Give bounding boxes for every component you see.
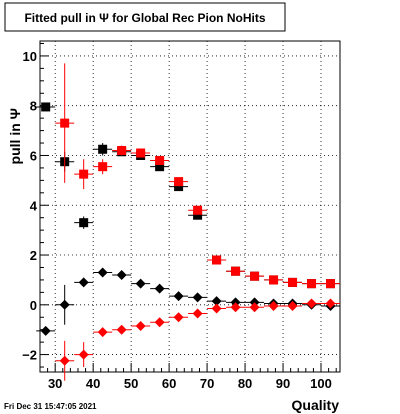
data-point-diamond (135, 278, 146, 289)
data-point-square (79, 218, 89, 228)
x-tick-label: 60 (162, 376, 176, 391)
data-point-diamond (78, 349, 89, 360)
data-point-square (250, 271, 260, 281)
series-1 (55, 63, 340, 289)
y-tick-label: −2 (22, 348, 37, 363)
data-point-square (60, 118, 70, 128)
data-point-diamond (230, 302, 241, 313)
data-point-square (136, 148, 146, 158)
data-point-square (193, 210, 203, 220)
data-point-diamond (59, 355, 70, 366)
x-tick-label: 100 (310, 376, 332, 391)
data-point-square (117, 146, 127, 156)
data-point-diamond (40, 325, 51, 336)
data-point-diamond (116, 324, 127, 335)
data-point-square (212, 255, 222, 265)
x-tick-label: 40 (86, 376, 100, 391)
data-point-diamond (211, 303, 222, 314)
data-point-square (98, 162, 108, 172)
axis-ticks (39, 42, 337, 372)
data-point-diamond (249, 302, 260, 313)
data-point-diamond (78, 277, 89, 288)
series-0 (36, 102, 340, 289)
data-point-square (231, 266, 241, 276)
y-tick-label: 6 (30, 148, 37, 163)
data-point-diamond (325, 298, 336, 309)
data-point-square (288, 277, 298, 287)
data-point-square (41, 102, 51, 112)
data-point-diamond (192, 308, 203, 319)
y-axis-label: pull in Ψ (7, 108, 23, 164)
data-point-square (155, 162, 165, 172)
x-tick-label: 80 (238, 376, 252, 391)
data-point-square (79, 169, 89, 179)
data-point-diamond (173, 291, 184, 302)
data-point-diamond (173, 312, 184, 323)
data-point-diamond (192, 292, 203, 303)
data-point-diamond (116, 269, 127, 280)
data-point-square (155, 155, 165, 165)
data-point-square (98, 144, 108, 154)
y-tick-label: 4 (30, 198, 38, 213)
timestamp: Fri Dec 31 15:47:05 2021 (4, 402, 97, 411)
data-point-square (193, 205, 203, 215)
data-point-square (174, 182, 184, 192)
y-tick-label: 10 (23, 49, 37, 64)
data-point-diamond (306, 298, 317, 309)
data-point-diamond (59, 299, 70, 310)
chart-title: Fitted pull in Ψ for Global Rec Pion NoH… (24, 11, 265, 25)
x-tick-label: 90 (276, 376, 290, 391)
x-axis-label: Quality (292, 397, 340, 413)
x-tick-label: 50 (124, 376, 138, 391)
data-point-square (174, 177, 184, 187)
x-tick-label: 30 (48, 376, 62, 391)
data-point-square (307, 279, 317, 289)
grid-lines (40, 41, 340, 372)
data-point-diamond (97, 267, 108, 278)
data-point-diamond (135, 320, 146, 331)
series-2 (36, 267, 340, 336)
data-point-square (269, 275, 279, 285)
data-point-diamond (211, 296, 222, 307)
y-tick-label: 0 (30, 298, 37, 313)
x-tick-label: 70 (200, 376, 214, 391)
data-point-diamond (154, 283, 165, 294)
y-tick-label: 8 (30, 99, 37, 114)
data-point-diamond (287, 301, 298, 312)
plot-frame (39, 40, 341, 373)
data-point-diamond (154, 317, 165, 328)
data-point-diamond (97, 327, 108, 338)
y-tick-label: 2 (30, 248, 37, 263)
tick-labels: 30 40 50 60 70 80 90 100 −2 0 2 4 6 8 10 (22, 49, 332, 391)
data-marks (36, 63, 340, 381)
data-point-diamond (268, 301, 279, 312)
data-point-square (326, 279, 336, 289)
title-box (4, 2, 286, 32)
series-3 (55, 298, 340, 381)
